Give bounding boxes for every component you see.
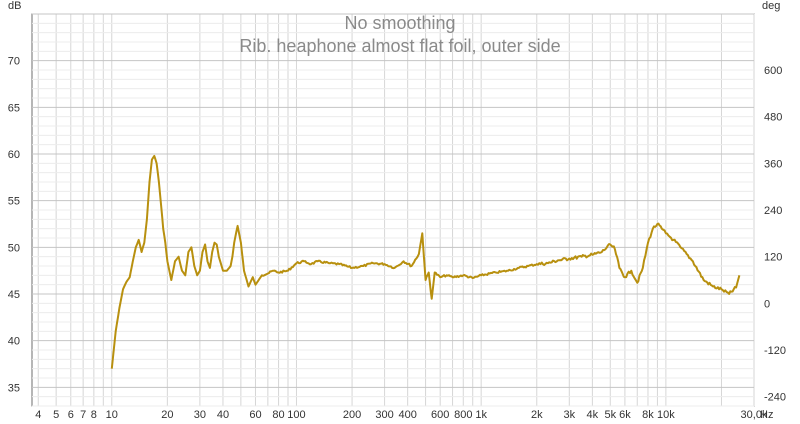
y-tick-label-left: 55 (8, 196, 20, 208)
x-tick-label: 30,0k (741, 409, 768, 421)
y-axis-left-unit: dB (8, 0, 21, 12)
x-tick-label: 7 (80, 409, 86, 421)
x-tick-label: 80 (272, 409, 284, 421)
x-tick-label: 5k (604, 409, 616, 421)
x-axis-ticks: 4 5 6 7 8 10 20 30 40 60 80 100 200 300 400 600 800 1k 2k 3… (35, 409, 768, 421)
x-tick-label: 10 (106, 409, 118, 421)
y-tick-label-right: 0 (764, 298, 770, 310)
y-tick-label-left: 60 (8, 149, 20, 161)
x-tick-label: 6k (619, 409, 631, 421)
y-tick-label-left: 40 (8, 336, 20, 348)
x-tick-label: 20 (161, 409, 173, 421)
y-tick-label-left: 45 (8, 289, 20, 301)
x-tick-label: 2k (531, 409, 543, 421)
x-tick-label: 800 (454, 409, 472, 421)
y-axis-ticks: 35 40 45 50 55 60 65 70 -240 -120 0 120 240 360 480 600 (8, 56, 786, 404)
chart-subtitle: Rib. heaphone almost flat foil, outer si… (239, 36, 560, 56)
y-tick-label-right: 120 (764, 252, 782, 264)
x-tick-label: 3k (563, 409, 575, 421)
x-tick-label: 300 (375, 409, 393, 421)
grid-lines (32, 13, 755, 407)
x-tick-label: 60 (249, 409, 261, 421)
y-tick-label-right: -240 (764, 392, 786, 404)
y-axis-right-unit: deg (762, 0, 780, 12)
x-tick-label: 8 (91, 409, 97, 421)
x-tick-label: 100 (287, 409, 305, 421)
y-tick-label-right: -120 (764, 345, 786, 357)
x-tick-label: 4k (587, 409, 599, 421)
x-tick-label: 5 (53, 409, 59, 421)
x-tick-label: 400 (398, 409, 416, 421)
response-curve (110, 154, 741, 369)
x-tick-label: 8k (642, 409, 654, 421)
y-tick-label-left: 65 (8, 102, 20, 114)
x-tick-label: 10k (657, 409, 675, 421)
x-tick-label: 4 (35, 409, 41, 421)
y-tick-label-right: 240 (764, 205, 782, 217)
chart-title: No smoothing (344, 13, 455, 33)
x-tick-label: 40 (217, 409, 229, 421)
x-tick-label: 6 (68, 409, 74, 421)
x-tick-label: 200 (343, 409, 361, 421)
series-layer (110, 154, 741, 369)
y-tick-label-left: 50 (8, 242, 20, 254)
x-tick-label: 600 (431, 409, 449, 421)
y-tick-label-right: 480 (764, 112, 782, 124)
y-tick-label-left: 70 (8, 56, 20, 68)
x-tick-label: 30 (194, 409, 206, 421)
y-tick-label-right: 360 (764, 158, 782, 170)
x-tick-label: 1k (475, 409, 487, 421)
y-tick-label-left: 35 (8, 382, 20, 394)
x-axis-unit: Hz (760, 409, 773, 421)
y-tick-label-right: 600 (764, 65, 782, 77)
